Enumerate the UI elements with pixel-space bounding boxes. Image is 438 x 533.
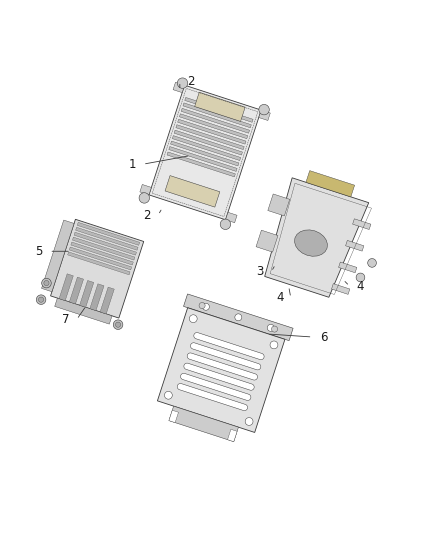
Polygon shape <box>226 212 237 223</box>
Circle shape <box>177 78 188 88</box>
Polygon shape <box>76 227 138 250</box>
Polygon shape <box>140 184 152 195</box>
Polygon shape <box>180 114 248 139</box>
Polygon shape <box>265 178 369 297</box>
Polygon shape <box>90 284 104 311</box>
Polygon shape <box>169 406 238 442</box>
Polygon shape <box>165 175 220 207</box>
Polygon shape <box>184 294 293 341</box>
Polygon shape <box>191 343 261 370</box>
Polygon shape <box>72 237 135 260</box>
Polygon shape <box>176 125 244 150</box>
Text: 4: 4 <box>276 292 284 304</box>
Polygon shape <box>173 82 184 93</box>
Text: 6: 6 <box>320 330 327 343</box>
Polygon shape <box>149 85 261 220</box>
Circle shape <box>199 303 205 309</box>
Polygon shape <box>69 277 84 304</box>
Polygon shape <box>346 240 364 251</box>
Text: 7: 7 <box>62 313 70 326</box>
Circle shape <box>220 219 231 230</box>
Polygon shape <box>332 284 350 294</box>
Circle shape <box>116 322 121 327</box>
Polygon shape <box>294 230 328 256</box>
Circle shape <box>42 278 51 288</box>
Polygon shape <box>157 308 285 432</box>
Polygon shape <box>80 280 94 308</box>
Polygon shape <box>177 383 247 410</box>
Circle shape <box>367 259 376 267</box>
Polygon shape <box>67 252 130 275</box>
Circle shape <box>259 104 269 115</box>
Polygon shape <box>178 119 246 144</box>
Polygon shape <box>181 108 250 133</box>
Circle shape <box>235 314 242 321</box>
Polygon shape <box>228 429 237 442</box>
Circle shape <box>189 315 197 322</box>
Text: 2: 2 <box>187 75 194 88</box>
Polygon shape <box>169 410 179 423</box>
Polygon shape <box>353 219 371 230</box>
Circle shape <box>113 320 123 329</box>
Circle shape <box>202 303 209 310</box>
Polygon shape <box>55 298 112 324</box>
Circle shape <box>139 193 149 203</box>
Polygon shape <box>170 141 239 166</box>
Polygon shape <box>259 110 270 120</box>
Polygon shape <box>59 274 73 301</box>
Circle shape <box>39 297 44 302</box>
Circle shape <box>272 326 278 332</box>
Polygon shape <box>172 135 241 160</box>
Polygon shape <box>194 92 245 122</box>
Polygon shape <box>187 353 258 380</box>
Circle shape <box>164 391 172 399</box>
Text: 2: 2 <box>143 208 151 222</box>
Polygon shape <box>167 152 235 177</box>
Circle shape <box>36 295 46 304</box>
Circle shape <box>245 417 253 425</box>
Polygon shape <box>42 220 74 292</box>
Text: 3: 3 <box>257 265 264 278</box>
Circle shape <box>270 341 278 349</box>
Polygon shape <box>169 147 237 172</box>
Polygon shape <box>100 287 114 314</box>
Polygon shape <box>69 247 132 270</box>
Polygon shape <box>256 230 278 252</box>
Text: 5: 5 <box>35 245 42 258</box>
Polygon shape <box>74 232 137 255</box>
Circle shape <box>356 273 365 282</box>
Polygon shape <box>306 171 355 197</box>
Polygon shape <box>71 242 133 265</box>
Polygon shape <box>180 373 251 400</box>
Polygon shape <box>183 103 251 128</box>
Polygon shape <box>268 194 290 216</box>
Polygon shape <box>185 98 253 122</box>
Polygon shape <box>194 333 264 360</box>
Circle shape <box>44 280 49 286</box>
Polygon shape <box>77 222 140 245</box>
Polygon shape <box>50 219 144 318</box>
Polygon shape <box>174 130 243 155</box>
Text: 1: 1 <box>128 158 136 171</box>
Circle shape <box>267 325 274 332</box>
Polygon shape <box>184 363 254 390</box>
Polygon shape <box>339 262 357 273</box>
Text: 4: 4 <box>357 280 364 293</box>
